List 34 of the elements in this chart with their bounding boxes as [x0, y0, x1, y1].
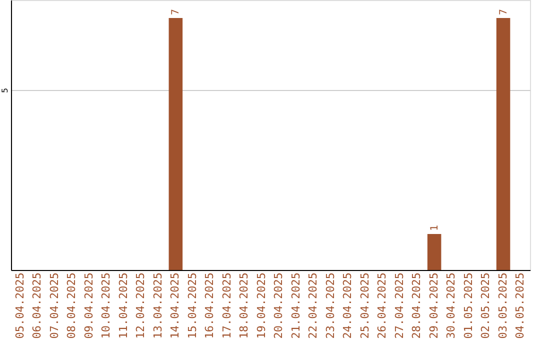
x-tick-label: 25.04.2025 — [358, 272, 372, 339]
x-tick-label: 04.05.2025 — [514, 272, 527, 339]
x-tick-label: 16.04.2025 — [203, 272, 216, 339]
x-tick-label: 20.04.2025 — [272, 272, 286, 339]
x-tick-label: 03.05.2025 — [496, 272, 510, 339]
x-tick-label: 05.04.2025 — [13, 272, 26, 339]
x-tick-label: 18.04.2025 — [238, 272, 251, 339]
x-tick-label: 11.04.2025 — [116, 272, 130, 339]
x-tick-label: 09.04.2025 — [82, 272, 96, 339]
x-tick-label: 14.04.2025 — [168, 272, 182, 339]
x-tick-label: 08.04.2025 — [65, 272, 78, 339]
x-tick-label: 22.04.2025 — [306, 272, 320, 339]
x-tick-label: 06.04.2025 — [30, 272, 44, 339]
x-tick-label: 28.04.2025 — [410, 272, 424, 339]
data-label: 7 — [498, 8, 510, 15]
x-tick-label: 29.04.2025 — [427, 272, 440, 339]
x-tick-label: 24.04.2025 — [341, 272, 354, 339]
x-tick-label: 30.04.2025 — [444, 272, 458, 339]
x-tick-label: 17.04.2025 — [220, 272, 234, 339]
x-tick-label: 12.04.2025 — [134, 272, 148, 339]
x-tick-label: 07.04.2025 — [48, 272, 61, 339]
data-label: 7 — [170, 8, 182, 15]
x-tick-label: 02.05.2025 — [479, 272, 492, 339]
data-label: 1 — [429, 224, 440, 231]
x-tick-label: 13.04.2025 — [151, 272, 164, 339]
x-tick-label: 21.04.2025 — [289, 272, 302, 339]
x-tick-label: 01.05.2025 — [462, 272, 475, 339]
x-tick-label: 19.04.2025 — [254, 272, 268, 339]
x-tick-label: 26.04.2025 — [376, 272, 389, 339]
x-tick-label: 10.04.2025 — [100, 272, 113, 339]
y-tick-label: 5 — [0, 88, 10, 94]
x-tick-label: 23.04.2025 — [324, 272, 337, 339]
x-tick-label: 15.04.2025 — [186, 272, 199, 339]
x-tick-label: 27.04.2025 — [392, 272, 406, 339]
